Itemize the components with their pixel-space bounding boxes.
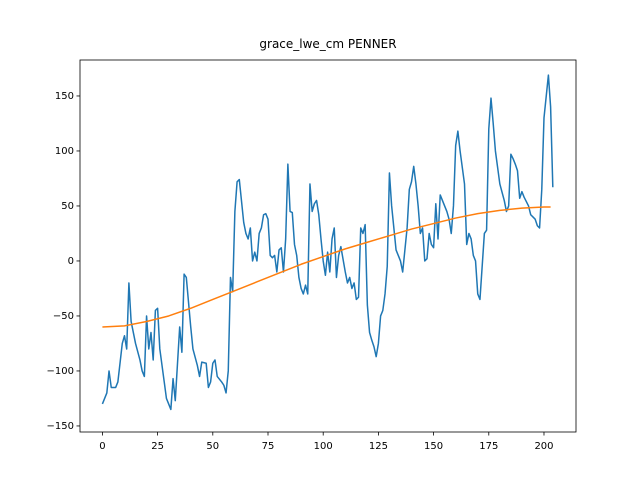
x-tick-label: 25 [151,441,164,452]
x-tick-label: 175 [479,441,498,452]
axes-frame [79,59,577,433]
y-tick-label: 0 [68,256,74,267]
x-tick-label: 200 [534,441,553,452]
y-tick-label: 100 [55,146,74,157]
y-tick-label: 150 [55,91,74,102]
x-tick-label: 0 [99,441,105,452]
x-tick-label: 50 [206,441,219,452]
series-line [101,74,554,411]
chart-title: grace_lwe_cm PENNER [259,37,396,51]
x-tick-label: 100 [314,441,333,452]
series-line [102,206,551,328]
x-tick-label: 125 [369,441,388,452]
x-tick-label: 75 [262,441,275,452]
y-tick-label: −50 [53,311,74,322]
y-tick-label: 50 [61,201,74,212]
x-tick-label: 150 [424,441,443,452]
y-tick-label: −150 [47,421,74,432]
y-tick-label: −100 [47,366,74,377]
